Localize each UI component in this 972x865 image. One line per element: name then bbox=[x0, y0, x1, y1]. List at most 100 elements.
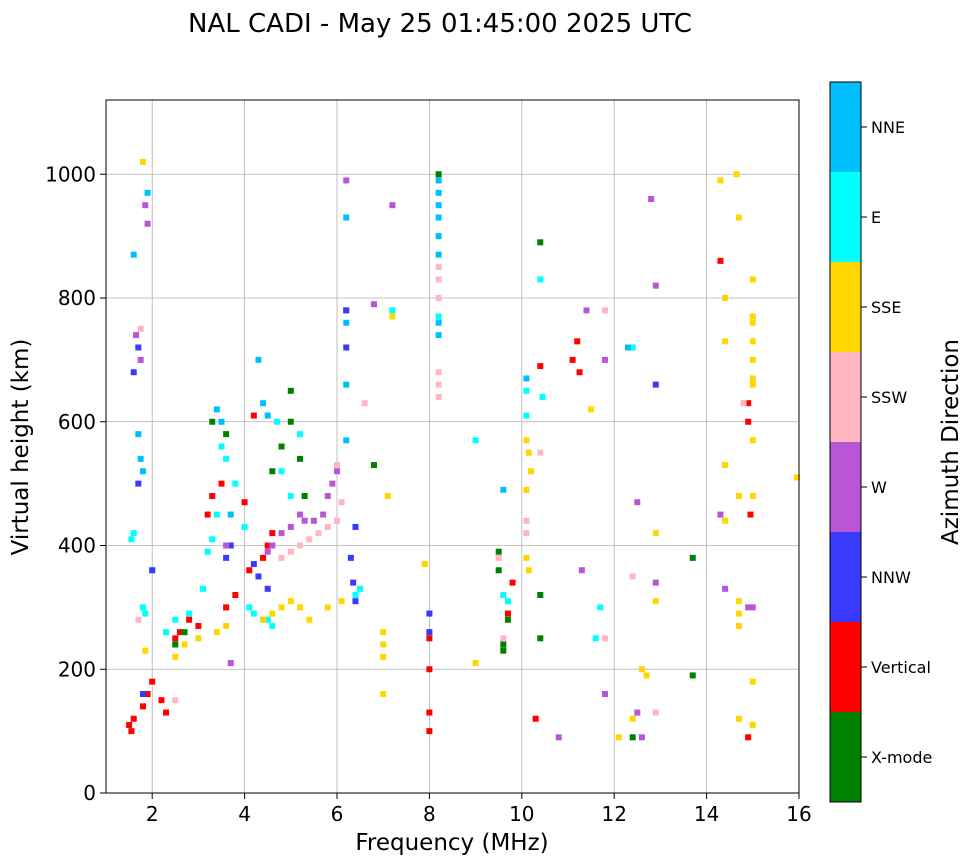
data-point-e bbox=[264, 616, 271, 623]
data-point-nne bbox=[435, 251, 442, 258]
data-point-sse bbox=[287, 598, 294, 605]
data-marks bbox=[126, 158, 800, 741]
data-point-w bbox=[634, 709, 641, 716]
data-point-e bbox=[297, 431, 304, 438]
data-point-vertical bbox=[745, 400, 752, 407]
data-point-sse bbox=[260, 616, 267, 623]
data-point-sse bbox=[525, 567, 532, 574]
data-point-x-mode bbox=[629, 734, 636, 741]
data-point-vertical bbox=[186, 616, 193, 623]
data-point-ssw bbox=[338, 499, 345, 506]
data-point-sse bbox=[735, 715, 742, 722]
colorbar-label: Azimuth Direction bbox=[938, 339, 964, 545]
data-point-x-mode bbox=[500, 647, 507, 654]
data-point-nne bbox=[139, 468, 146, 475]
data-point-x-mode bbox=[287, 387, 294, 394]
data-point-sse bbox=[588, 406, 595, 413]
data-point-sse bbox=[735, 610, 742, 617]
data-point-w bbox=[223, 542, 230, 549]
plot-frame bbox=[105, 99, 800, 794]
data-point-sse bbox=[722, 462, 729, 469]
data-point-ssw bbox=[435, 264, 442, 271]
data-point-vertical bbox=[246, 567, 253, 574]
data-point-x-mode bbox=[689, 554, 696, 561]
data-point-nne bbox=[260, 400, 267, 407]
data-point-w bbox=[601, 691, 608, 697]
data-point-nne bbox=[435, 233, 442, 240]
data-point-e bbox=[597, 604, 604, 611]
data-point-nnw bbox=[227, 542, 234, 549]
data-point-ssw bbox=[740, 400, 747, 407]
data-point-e bbox=[213, 511, 220, 518]
data-point-nne bbox=[343, 437, 350, 444]
y-tick-label: 0 bbox=[83, 781, 96, 805]
data-point-e bbox=[278, 468, 285, 475]
data-point-x-mode bbox=[537, 635, 544, 642]
chart-title: NAL CADI - May 25 01:45:00 2025 UTC bbox=[188, 9, 692, 39]
data-point-nnw bbox=[350, 579, 357, 586]
data-point-vertical bbox=[144, 691, 151, 697]
data-point-x-mode bbox=[301, 493, 308, 499]
data-point-sse bbox=[652, 530, 659, 537]
data-point-sse bbox=[380, 653, 387, 660]
data-point-w bbox=[334, 468, 340, 475]
data-point-sse bbox=[615, 734, 622, 741]
data-point-ssw bbox=[495, 554, 502, 561]
data-point-nne bbox=[144, 189, 151, 196]
data-point-e bbox=[287, 493, 294, 499]
data-point-ssw bbox=[315, 530, 322, 537]
x-tick-label: 6 bbox=[331, 802, 344, 826]
data-point-x-mode bbox=[537, 239, 544, 246]
data-point-w bbox=[343, 177, 350, 184]
data-point-e bbox=[500, 592, 507, 598]
data-point-ssw bbox=[287, 548, 294, 555]
data-point-ssw bbox=[324, 523, 331, 530]
data-point-nne bbox=[130, 251, 137, 258]
data-point-w bbox=[370, 301, 377, 308]
data-point-w bbox=[269, 542, 276, 549]
data-point-vertical bbox=[149, 678, 156, 685]
data-point-vertical bbox=[537, 363, 544, 370]
data-point-ssw bbox=[334, 462, 340, 469]
data-point-w bbox=[144, 220, 151, 227]
data-point-w bbox=[301, 517, 308, 524]
x-tick-label: 14 bbox=[694, 802, 719, 826]
data-point-nne bbox=[435, 319, 442, 326]
data-point-sse bbox=[749, 313, 756, 320]
data-point-nnw bbox=[426, 629, 433, 636]
data-point-e bbox=[504, 598, 511, 605]
data-point-nnw bbox=[652, 381, 659, 388]
colorbar-label-sse: SSE bbox=[871, 298, 901, 317]
data-point-e bbox=[357, 585, 364, 592]
data-point-e bbox=[200, 585, 207, 592]
data-point-w bbox=[648, 196, 655, 202]
data-point-nnw bbox=[149, 567, 156, 574]
data-point-vertical bbox=[426, 709, 433, 716]
data-point-w bbox=[329, 480, 336, 487]
data-point-e bbox=[435, 313, 442, 320]
data-point-x-mode bbox=[223, 431, 230, 438]
colorbar-label-vertical: Vertical bbox=[871, 658, 931, 677]
colorbar-segment-ssw bbox=[830, 352, 861, 442]
data-point-e bbox=[389, 307, 396, 314]
data-point-sse bbox=[717, 177, 724, 184]
data-point-ssw bbox=[601, 635, 608, 642]
y-axis-ticks: 0 200 400 600 800 1000 bbox=[45, 162, 106, 805]
data-point-sse bbox=[652, 598, 659, 605]
data-point-x-mode bbox=[504, 616, 511, 623]
data-point-x-mode bbox=[181, 629, 188, 636]
data-point-e bbox=[186, 610, 193, 617]
y-tick-label: 400 bbox=[58, 534, 96, 558]
data-point-ssw bbox=[629, 573, 636, 580]
data-point-vertical bbox=[269, 530, 276, 537]
data-point-sse bbox=[735, 214, 742, 221]
data-point-nne bbox=[135, 431, 142, 438]
data-point-w bbox=[583, 307, 590, 314]
data-point-nne bbox=[500, 486, 507, 493]
data-point-sse bbox=[749, 356, 756, 363]
data-point-x-mode bbox=[370, 462, 377, 469]
data-point-e bbox=[172, 616, 179, 623]
data-point-sse bbox=[139, 158, 146, 165]
data-point-ssw bbox=[435, 394, 442, 400]
data-point-ssw bbox=[306, 536, 313, 543]
